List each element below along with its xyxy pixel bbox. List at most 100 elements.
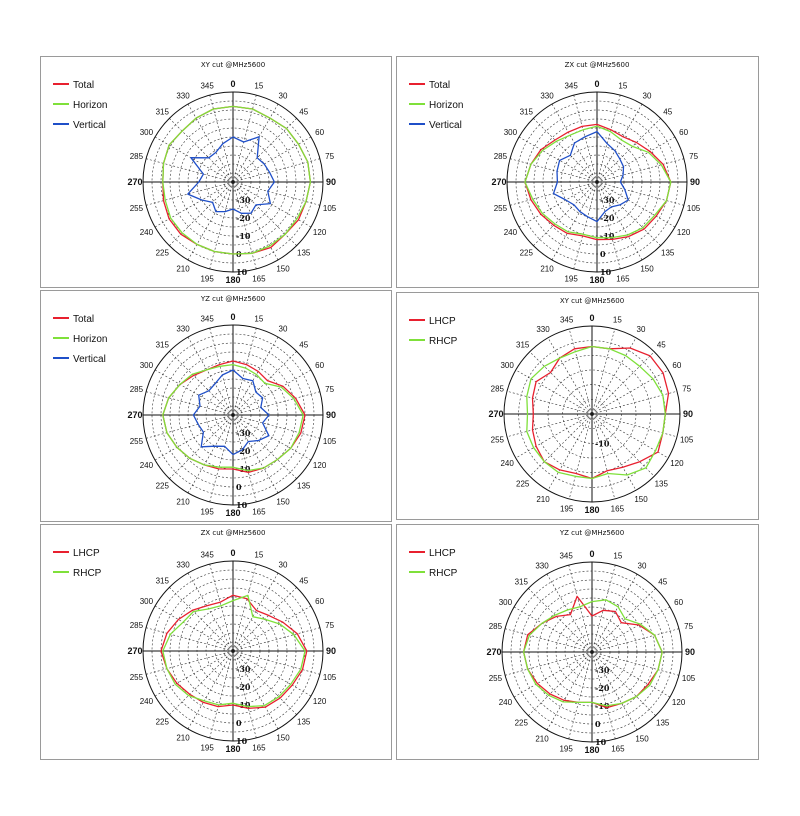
grid-spoke <box>232 650 279 730</box>
yz-cut-linear-panel: YZ cut @MHz5600 0 15 30 45 60 75 90 105 120 135 150… <box>40 290 392 522</box>
angle-tick-label: 315 <box>515 577 529 586</box>
xy-cut-linear-panel: XY cut @MHz5600 0 15 30 45 60 75 90 105 120 135 150… <box>40 56 392 288</box>
angle-tick-label: 180 <box>225 275 240 285</box>
angle-tick-label: 75 <box>684 622 693 631</box>
radial-tick-label: -20 <box>236 213 251 223</box>
grid-spoke <box>591 564 616 653</box>
polar-chart: ZX cut @MHz5600 0 15 30 45 60 75 90 105 120 135 150… <box>409 61 701 285</box>
legend-label: Total <box>73 80 94 91</box>
series-line-vertical <box>552 130 629 223</box>
grid-spoke <box>232 650 297 715</box>
angle-tick-label: 255 <box>489 674 503 683</box>
angle-tick-label: 105 <box>680 435 694 444</box>
angle-tick-label: 75 <box>682 385 691 394</box>
grid-spoke <box>232 391 321 416</box>
grid-spoke <box>546 651 593 731</box>
legend: Total Horizon Vertical <box>409 80 463 131</box>
angle-tick-label: 165 <box>611 505 625 514</box>
angle-tick-label: 285 <box>130 385 144 394</box>
grid-spoke <box>232 181 321 206</box>
angle-tick-label: 330 <box>540 91 554 100</box>
series-line-lhcp <box>160 594 308 710</box>
radial-tick-label: 0 <box>236 482 242 492</box>
angle-tick-label: 210 <box>176 734 190 743</box>
angle-tick-label: 300 <box>140 361 154 370</box>
angle-tick-label: 60 <box>679 128 688 137</box>
angle-tick-label: 255 <box>494 204 508 213</box>
angle-tick-label: 240 <box>504 228 518 237</box>
series-line-lhcp <box>531 345 670 480</box>
angle-tick-label: 255 <box>491 435 505 444</box>
angle-tick-label: 150 <box>640 265 654 274</box>
angle-tick-label: 195 <box>559 745 573 754</box>
angle-tick-label: 345 <box>200 314 214 323</box>
grid-spoke <box>232 627 321 652</box>
angle-tick-label: 120 <box>672 698 686 707</box>
series-line-rhcp <box>522 599 663 707</box>
legend: LHCP RHCP <box>53 548 102 579</box>
angle-tick-label: 195 <box>564 275 578 284</box>
angle-tick-label: 285 <box>494 152 508 161</box>
grid-spoke <box>209 94 234 183</box>
angle-tick-label: 120 <box>670 459 684 468</box>
grid-spoke <box>551 181 598 261</box>
angle-tick-label: 225 <box>515 719 529 728</box>
grid-spoke <box>591 606 671 653</box>
angle-tick-label: 135 <box>297 482 311 491</box>
radial-tick-label: -30 <box>236 428 251 438</box>
legend: Total Horizon Vertical <box>53 314 107 365</box>
grid-spoke <box>591 651 616 740</box>
series-line-horizon <box>162 105 312 255</box>
legend: Total Horizon Vertical <box>53 80 107 131</box>
angle-tick-label: 0 <box>589 549 594 559</box>
angle-tick-label: 300 <box>500 361 514 370</box>
angle-tick-label: 270 <box>491 177 506 187</box>
angle-tick-label: 15 <box>254 550 263 559</box>
legend-label: LHCP <box>429 548 456 559</box>
radial-tick-label: -30 <box>236 195 251 205</box>
angle-tick-label: 225 <box>520 249 534 258</box>
legend-label: RHCP <box>73 568 102 579</box>
grid-spoke <box>232 118 297 183</box>
grid-spoke <box>232 181 312 228</box>
radial-tick-label: 10 <box>600 267 612 277</box>
radial-tick-label: -10 <box>595 438 610 448</box>
grid-spoke <box>596 181 685 206</box>
angle-tick-label: 30 <box>279 560 288 569</box>
grid-spoke <box>596 181 661 246</box>
radial-tick-label: 10 <box>236 500 248 510</box>
angle-tick-label: 240 <box>140 461 154 470</box>
angle-tick-label: 330 <box>176 91 190 100</box>
grid-spoke <box>209 414 234 503</box>
angle-tick-label: 180 <box>584 745 599 755</box>
grid-spoke <box>596 181 621 270</box>
grid-spoke <box>591 651 671 698</box>
angle-tick-label: 180 <box>584 505 599 515</box>
chart-title: YZ cut @MHz5600 <box>559 529 624 537</box>
angle-tick-label: 45 <box>657 341 666 350</box>
angle-tick-label: 120 <box>313 228 327 237</box>
radial-tick-label: -20 <box>600 213 615 223</box>
angle-tick-label: 120 <box>677 228 691 237</box>
grid-spoke <box>187 181 234 261</box>
radial-tick-label: -10 <box>600 231 615 241</box>
radial-tick-label: -10 <box>236 231 251 241</box>
angle-tick-label: 165 <box>252 508 266 517</box>
grid-spoke <box>209 327 234 416</box>
angle-tick-label: 195 <box>200 275 214 284</box>
angle-tick-label: 150 <box>276 498 290 507</box>
chart-title: XY cut @MHz5600 <box>560 297 624 305</box>
grid-spoke <box>232 650 312 697</box>
angle-tick-label: 120 <box>313 461 327 470</box>
angle-tick-label: 135 <box>656 719 670 728</box>
angle-tick-label: 15 <box>254 314 263 323</box>
angle-tick-label: 15 <box>613 551 622 560</box>
grid-spoke <box>232 563 257 652</box>
grid-spoke <box>232 103 279 183</box>
angle-tick-label: 225 <box>156 482 170 491</box>
angle-tick-label: 150 <box>276 265 290 274</box>
grid-spoke <box>232 414 321 439</box>
grid-spoke <box>232 605 312 652</box>
zx-cut-circular-panel: ZX cut @MHz5600 0 15 30 45 60 75 90 105 120 135 150… <box>40 524 392 760</box>
angle-tick-label: 285 <box>130 621 144 630</box>
